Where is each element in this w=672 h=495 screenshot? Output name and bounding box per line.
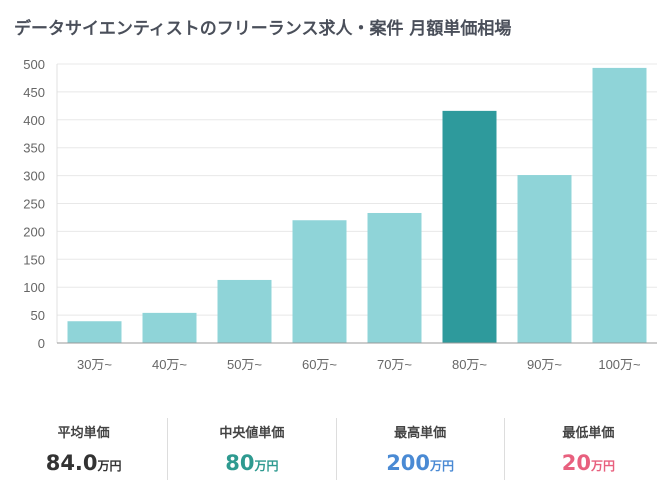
bar <box>292 220 347 343</box>
y-tick-label: 150 <box>23 252 45 267</box>
x-tick-label: 90万~ <box>527 357 562 372</box>
stat-value: 84.0万円 <box>45 451 122 475</box>
stat-max: 最高単価 200万円 <box>337 418 505 480</box>
y-tick-label: 400 <box>23 113 45 128</box>
y-tick-label: 250 <box>23 197 45 212</box>
bar <box>367 212 422 343</box>
bar <box>217 279 272 343</box>
chart-title: データサイエンティストのフリーランス求人・案件 月額単価相場 <box>14 19 512 39</box>
y-tick-label: 0 <box>38 336 45 351</box>
y-tick-label: 50 <box>31 308 45 323</box>
y-tick-label: 300 <box>23 169 45 184</box>
stat-value: 200万円 <box>386 451 455 475</box>
x-tick-label: 80万~ <box>452 357 487 372</box>
bar <box>592 67 647 343</box>
stat-label: 最高単価 <box>394 426 447 441</box>
stat-value: 80万円 <box>225 451 279 475</box>
stat-median: 中央値単価 80万円 <box>168 418 337 480</box>
stat-average: 平均単価 84.0万円 <box>0 418 169 480</box>
bar <box>517 175 572 343</box>
stat-label: 中央値単価 <box>219 426 285 441</box>
stat-label: 平均単価 <box>57 426 110 441</box>
bar <box>67 321 122 343</box>
stat-value: 20万円 <box>561 451 615 475</box>
stat-min: 最低単価 20万円 <box>505 418 672 480</box>
bar <box>442 110 497 343</box>
x-tick-label: 50万~ <box>227 357 262 372</box>
stat-label: 最低単価 <box>562 426 615 441</box>
x-tick-label: 60万~ <box>302 357 337 372</box>
y-tick-label: 200 <box>23 224 45 239</box>
x-tick-label: 30万~ <box>77 357 112 372</box>
y-tick-label: 100 <box>23 280 45 295</box>
y-tick-label: 500 <box>23 57 45 72</box>
bar <box>142 312 197 343</box>
y-tick-label: 450 <box>23 85 45 100</box>
bar-chart: 0 50 100 150 200 250 300 350 400 450 500 30万~ 40万~ 50… <box>23 57 657 372</box>
stats-row: 平均単価 84.0万円 中央値単価 80万円 最高単価 200万円 最低単価 2… <box>0 418 672 480</box>
x-tick-label: 100万~ <box>598 357 641 372</box>
y-tick-label: 350 <box>23 141 45 156</box>
x-tick-label: 40万~ <box>152 357 187 372</box>
x-tick-label: 70万~ <box>377 357 412 372</box>
